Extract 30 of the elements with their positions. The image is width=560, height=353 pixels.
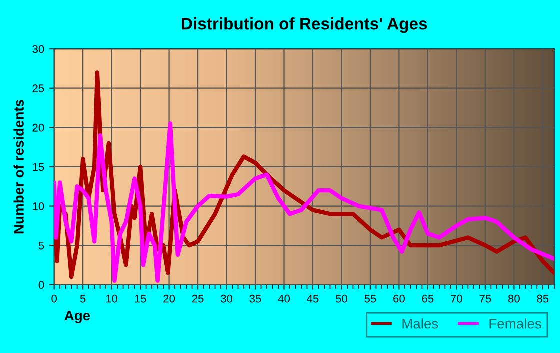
x-tick-label: 30 [221, 294, 233, 303]
legend-label: Males [402, 318, 438, 329]
x-tick-label: 0 [52, 294, 57, 303]
x-tick-label: 25 [192, 294, 204, 303]
x-tick-label: 35 [250, 294, 262, 303]
x-tick-label: 85 [537, 294, 549, 303]
x-axis-title: Age [64, 310, 90, 324]
x-tick-label: 75 [480, 295, 492, 303]
x-tick-label: 5 [80, 295, 86, 303]
y-tick-label: 20 [32, 124, 44, 132]
x-tick-label: 65 [422, 294, 434, 303]
y-tick-label: 10 [33, 202, 44, 210]
x-tick-label: 55 [364, 295, 376, 303]
x-tick-label: 50 [336, 294, 348, 303]
y-tick-label: 0 [38, 281, 44, 290]
x-tick-label: 15 [135, 295, 146, 303]
y-tick-label: 25 [32, 84, 44, 93]
x-tick-label: 45 [307, 295, 319, 303]
chart-title: Distribution of Residents' Ages [182, 18, 428, 34]
x-tick-label: 70 [451, 294, 462, 303]
x-tick-label: 80 [508, 294, 520, 303]
x-tick-label: 60 [394, 294, 405, 303]
y-tick-label: 30 [32, 45, 44, 54]
x-tick-label: 10 [106, 294, 118, 303]
y-tick-label: 5 [38, 242, 44, 250]
y-tick-label: 15 [33, 163, 44, 172]
y-axis-title: Number of residents [14, 100, 24, 234]
x-tick-label: 20 [164, 294, 176, 303]
legend-label: Females [490, 318, 542, 329]
x-tick-label: 40 [278, 294, 290, 303]
